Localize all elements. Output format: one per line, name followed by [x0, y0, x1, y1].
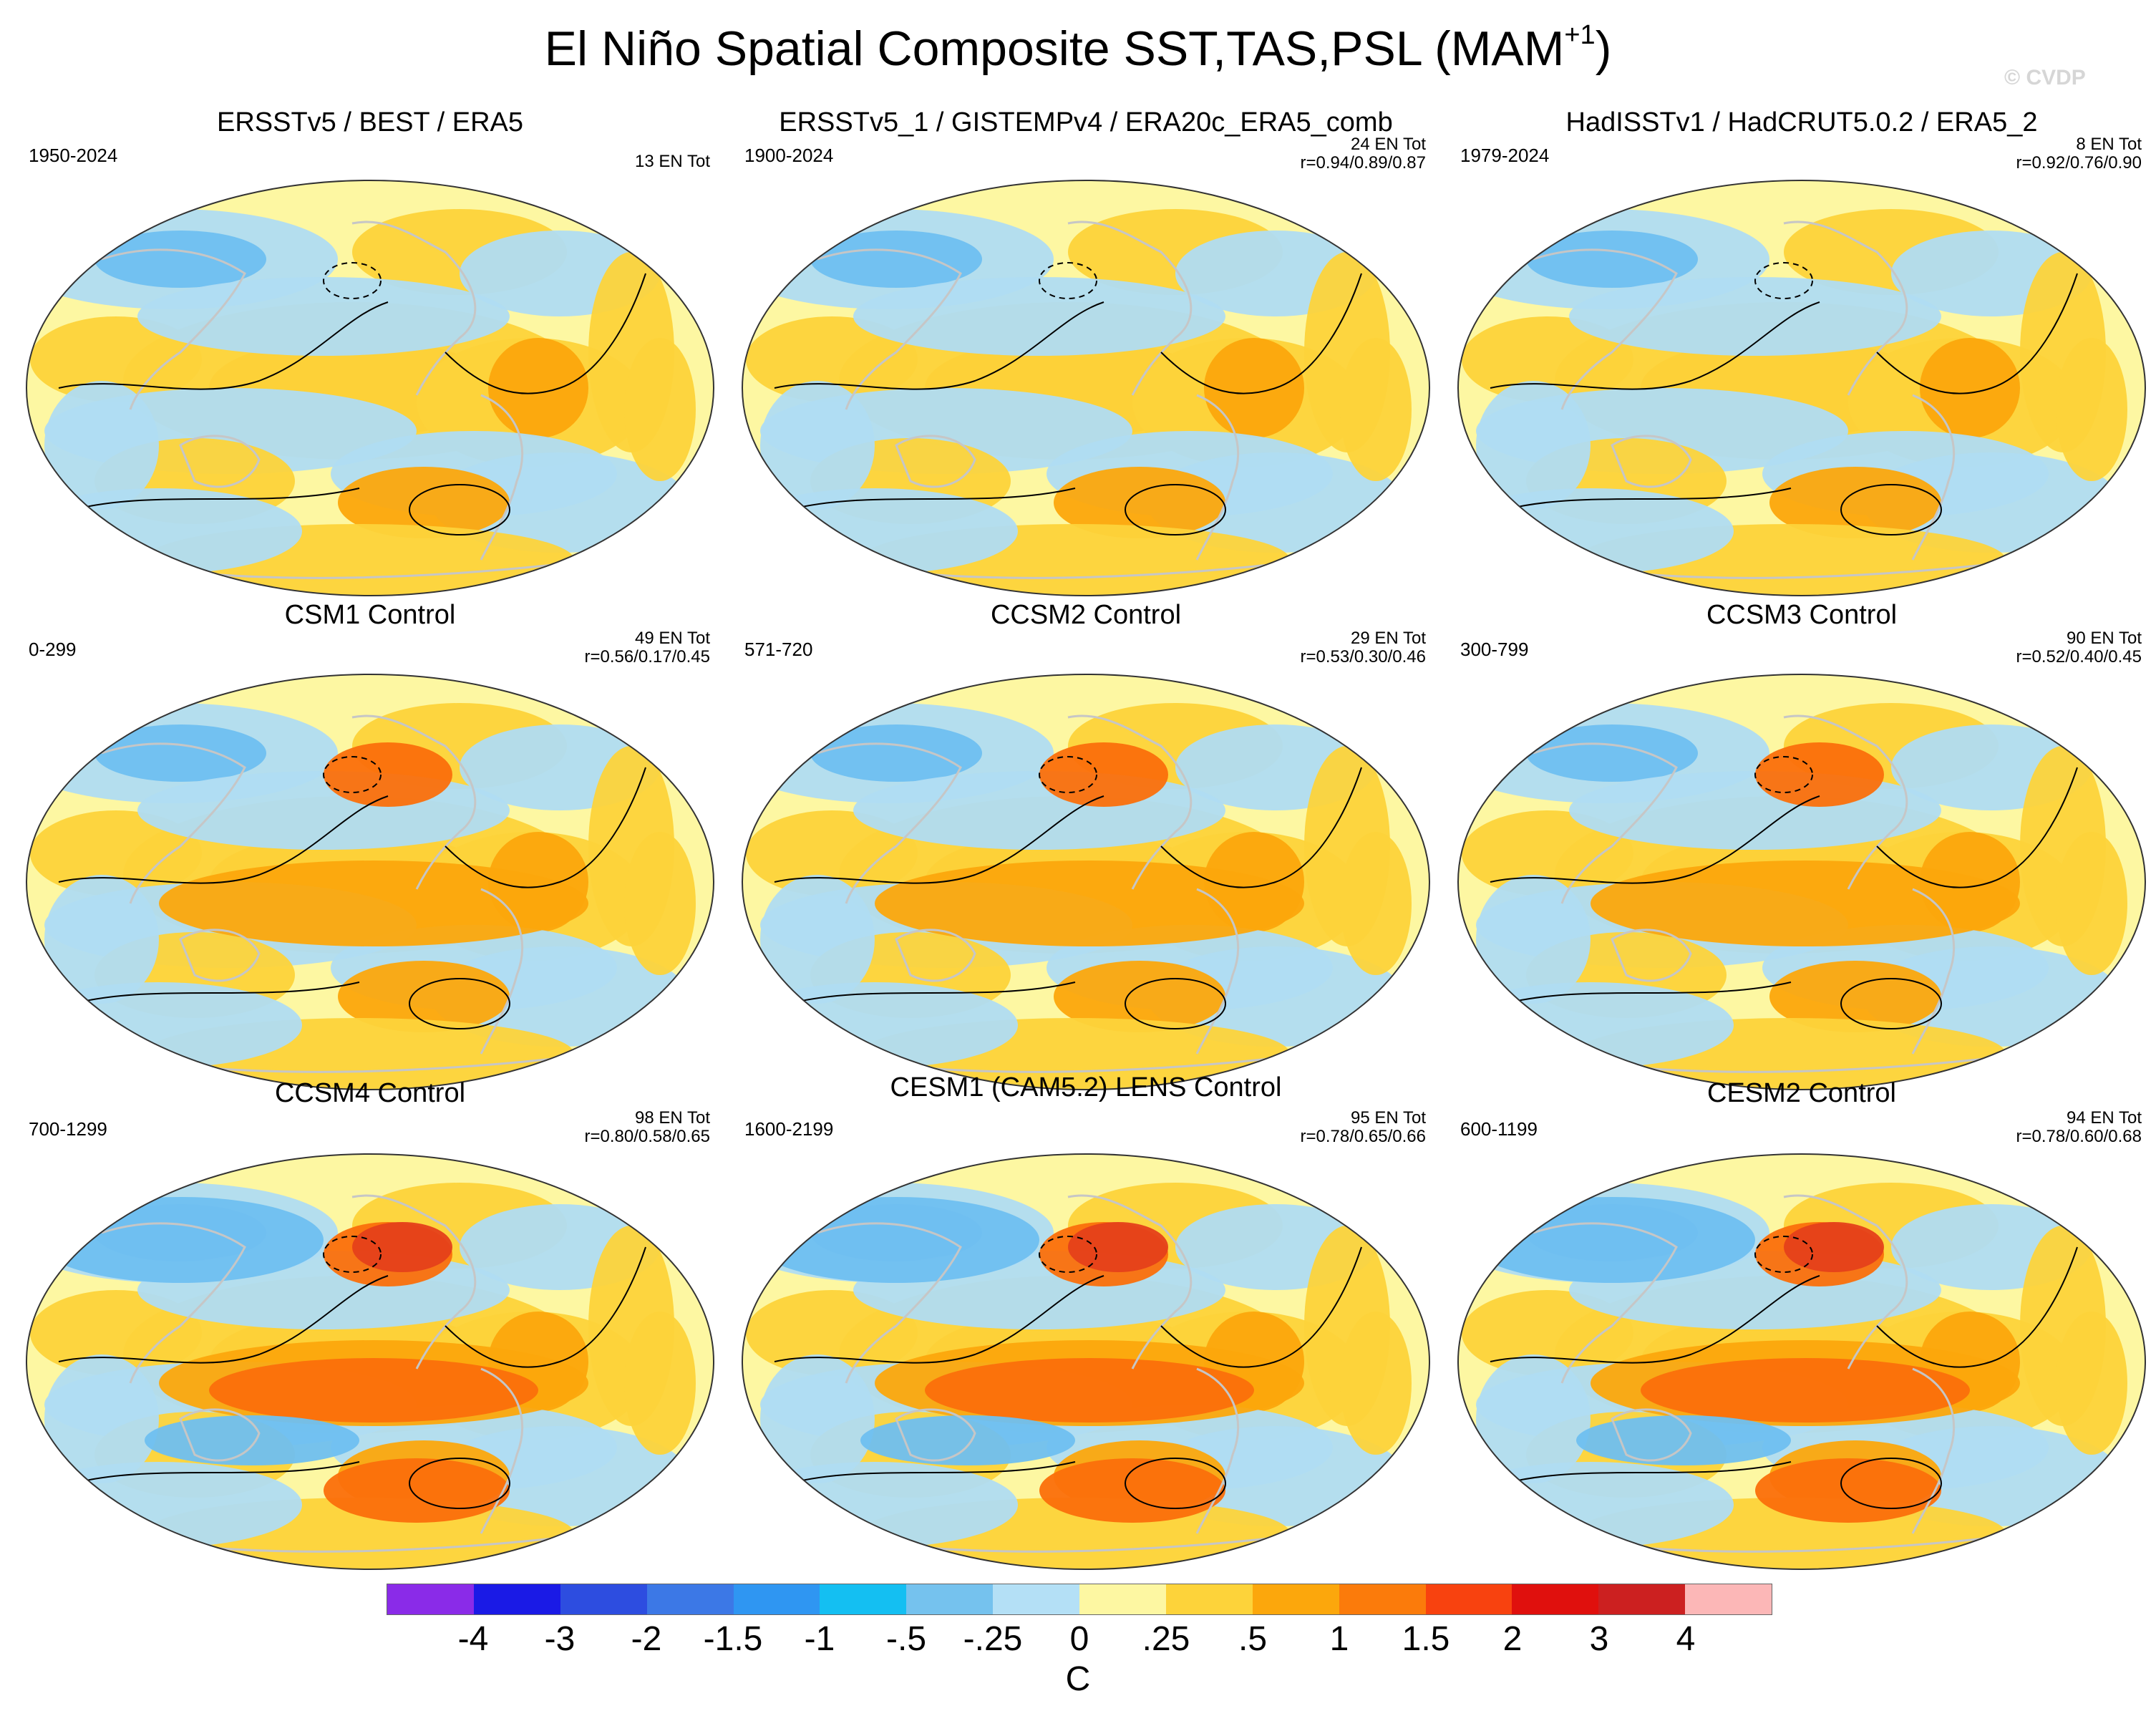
world-map	[742, 180, 1430, 596]
cvdp-watermark: © CVDP	[2004, 66, 2086, 89]
panel-en-count: 94 EN Tot	[2067, 1108, 2142, 1128]
panel-period: 600-1199	[1460, 1118, 1538, 1140]
map-panel: CCSM4 Control 700-1299 98 EN Tot r=0.80/0.5…	[16, 1078, 724, 1582]
colorbar-tick-label: 1.5	[1402, 1620, 1450, 1658]
panel-en-count: 98 EN Tot	[635, 1108, 710, 1128]
panel-correlation: r=0.94/0.89/0.87	[1300, 153, 1426, 173]
colorbar-tick-label: -.5	[885, 1620, 927, 1658]
map-panel: HadISSTv1 / HadCRUT5.0.2 / ERA5_2 1979-20…	[1447, 107, 2156, 609]
panel-correlation: r=0.78/0.65/0.66	[1300, 1127, 1426, 1146]
colorbar-tick-label: 4	[1676, 1620, 1696, 1658]
panel-correlation: r=0.52/0.40/0.45	[2016, 647, 2142, 667]
panel-period: 700-1299	[29, 1118, 107, 1140]
world-map	[1457, 674, 2146, 1090]
map-panel: CSM1 Control 0-299 49 EN Tot r=0.56/0.17/0.…	[16, 600, 724, 1102]
map-panel: ERSSTv5_1 / GISTEMPv4 / ERA20c_ERA5_comb…	[732, 107, 1440, 609]
panel-en-count: 8 EN Tot	[2076, 135, 2142, 154]
colorbar-tick-label: -1.5	[703, 1620, 763, 1658]
colorbar-tick-label: .25	[1142, 1620, 1190, 1658]
panel-title: ERSSTv5_1 / GISTEMPv4 / ERA20c_ERA5_comb	[779, 107, 1393, 137]
panel-en-count: 13 EN Tot	[635, 152, 710, 171]
colorbar-tick-label: -2	[631, 1620, 662, 1658]
panel-title: CCSM3 Control	[1706, 600, 1898, 630]
panel-en-count: 24 EN Tot	[1351, 135, 1426, 154]
colorbar-swatch	[387, 1584, 474, 1614]
colorbar-units: C	[1065, 1660, 1091, 1698]
map-panel: ERSSTv5 / BEST / ERA5 1950-2024 13 EN Tot	[16, 107, 724, 609]
panel-en-count: 29 EN Tot	[1351, 629, 1426, 648]
world-map	[26, 674, 714, 1090]
panel-title: HadISSTv1 / HadCRUT5.0.2 / ERA5_2	[1565, 107, 2038, 137]
colorbar-swatch	[993, 1584, 1079, 1614]
colorbar-swatch	[646, 1584, 734, 1614]
colorbar-tick-label: .5	[1238, 1620, 1268, 1658]
panel-correlation: r=0.78/0.60/0.68	[2016, 1127, 2142, 1146]
colorbar-tick-label: 2	[1502, 1620, 1523, 1658]
colorbar	[387, 1584, 1772, 1615]
colorbar-tick-label: 0	[1069, 1620, 1089, 1658]
world-map	[742, 1153, 1430, 1570]
colorbar-swatch	[1165, 1584, 1253, 1614]
colorbar-swatch	[473, 1584, 560, 1614]
panel-title: CCSM4 Control	[274, 1078, 466, 1108]
panel-correlation: r=0.53/0.30/0.46	[1300, 647, 1426, 667]
colorbar-swatch	[1598, 1584, 1686, 1614]
panel-correlation: r=0.92/0.76/0.90	[2016, 153, 2142, 173]
figure-title-close: )	[1595, 21, 1612, 76]
panel-en-count: 95 EN Tot	[1351, 1108, 1426, 1128]
colorbar-tick-label: -1	[804, 1620, 835, 1658]
panel-title: CCSM2 Control	[990, 600, 1182, 630]
panel-correlation: r=0.56/0.17/0.45	[584, 647, 710, 667]
colorbar-swatch	[733, 1584, 820, 1614]
panel-period: 571-720	[744, 639, 813, 660]
colorbar-swatch	[1685, 1584, 1772, 1614]
colorbar-tick-label: 1	[1329, 1620, 1349, 1658]
panel-en-count: 90 EN Tot	[2067, 629, 2142, 648]
colorbar-swatch	[906, 1584, 994, 1614]
panel-title: CESM1 (CAM5.2) LENS Control	[890, 1072, 1282, 1102]
panel-title: CESM2 Control	[1707, 1078, 1896, 1108]
colorbar-swatch	[1339, 1584, 1426, 1614]
figure-title-superscript: +1	[1564, 20, 1596, 50]
colorbar-ticks: -4 -3 -2 -1.5 -1 -.5 -.25 0 .25 .5 1 1.5 2 3 4	[387, 1619, 1772, 1662]
panel-period: 1600-2199	[744, 1118, 834, 1140]
map-panel: CCSM2 Control 571-720 29 EN Tot r=0.53/0.30…	[732, 600, 1440, 1102]
world-map	[1457, 1153, 2146, 1570]
map-panel: CESM1 (CAM5.2) LENS Control 1600-2199 95 E…	[732, 1072, 1440, 1582]
colorbar-swatch	[1425, 1584, 1512, 1614]
world-map	[742, 674, 1430, 1090]
colorbar-tick-label: -.25	[963, 1620, 1023, 1658]
panel-period: 1950-2024	[29, 145, 118, 166]
panel-period: 0-299	[29, 639, 77, 660]
world-map	[1457, 180, 2146, 596]
panel-en-count: 49 EN Tot	[635, 629, 710, 648]
panel-title: ERSSTv5 / BEST / ERA5	[216, 107, 523, 137]
colorbar-swatch	[1252, 1584, 1339, 1614]
world-map	[26, 1153, 714, 1570]
colorbar-swatch	[1512, 1584, 1599, 1614]
panel-title: CSM1 Control	[284, 600, 456, 630]
panel-period: 1979-2024	[1460, 145, 1550, 166]
colorbar-tick-label: -4	[457, 1620, 489, 1658]
colorbar-swatch	[820, 1584, 907, 1614]
colorbar-tick-label: 3	[1589, 1620, 1609, 1658]
colorbar-swatch	[1079, 1584, 1166, 1614]
panel-period: 300-799	[1460, 639, 1529, 660]
map-panel: CCSM3 Control 300-799 90 EN Tot r=0.52/0.40…	[1447, 600, 2156, 1102]
colorbar-tick-label: -3	[544, 1620, 576, 1658]
map-panel: CESM2 Control 600-1199 94 EN Tot r=0.78/0.6…	[1447, 1078, 2156, 1582]
panel-period: 1900-2024	[744, 145, 834, 166]
figure-title-text: El Niño Spatial Composite SST,TAS,PSL (M…	[544, 21, 1565, 76]
figure-title: El Niño Spatial Composite SST,TAS,PSL (M…	[0, 20, 2156, 77]
world-map	[26, 180, 714, 596]
panel-correlation: r=0.80/0.58/0.65	[584, 1127, 710, 1146]
colorbar-swatch	[560, 1584, 647, 1614]
